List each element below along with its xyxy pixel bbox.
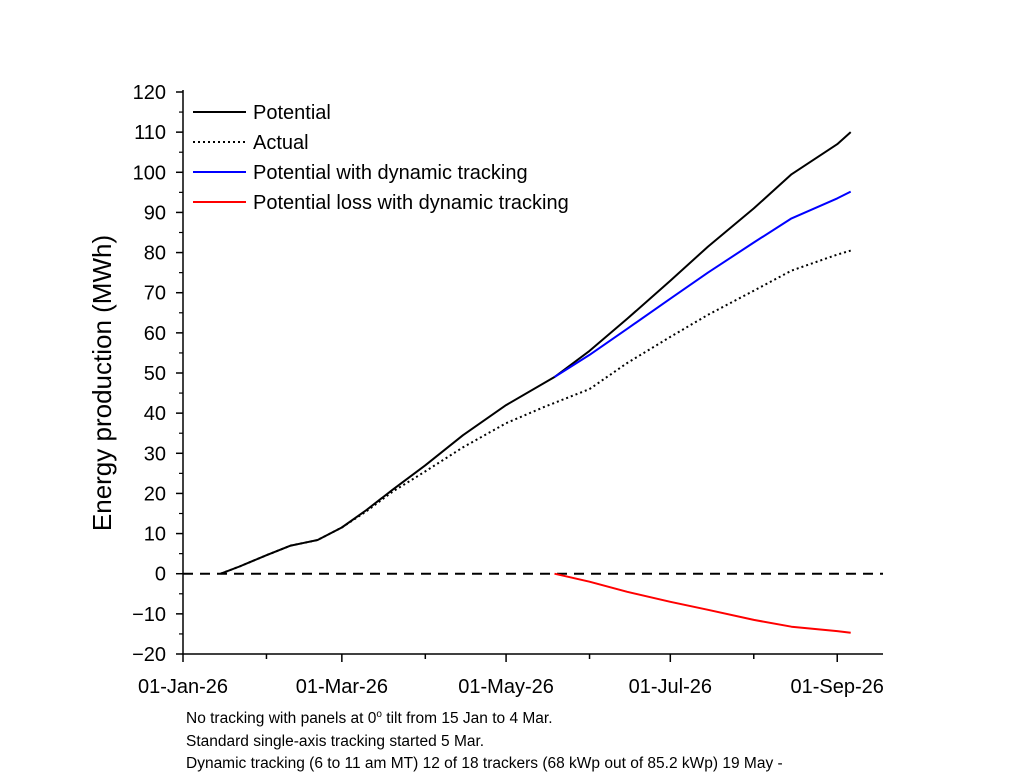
energy-production-chart: 01-Jan-26 01-Mar-26 01-May-26 01-Jul-26 01-S… [87,82,884,698]
y-tick-label: −20 [132,644,166,666]
axes [182,90,883,655]
x-axis-ticks: 01-Jan-26 01-Mar-26 01-May-26 01-Jul-26 01-S… [138,654,884,698]
y-tick-label: 60 [144,323,166,345]
series-lines [220,131,852,634]
degree-superscript: o [376,709,382,720]
note-single-axis: Standard single-axis tracking started 5 … [186,732,485,750]
note-no-tracking-suffix: tilt from 15 Jan to 4 Mar. [381,710,553,728]
y-tick-label: 0 [155,564,166,586]
note-dynamic-tracking: Dynamic tracking (6 to 11 am MT) 12 of 1… [186,755,783,773]
x-tick-label: 01-Jan-26 [138,676,228,698]
y-tick-label: 120 [133,82,166,104]
legend-label: Potential with dynamic tracking [253,162,528,184]
series-line-2 [220,249,851,575]
x-tick-label: 01-Sep-26 [791,676,884,698]
legend-label: Actual [253,132,309,154]
y-tick-label: 70 [144,283,166,305]
y-tick-label: 50 [144,363,166,385]
y-axis-ticks: −20 −10 0 10 20 30 40 50 60 70 80 90 100 110 120 [132,82,183,666]
x-tick-label: 01-Mar-26 [296,676,388,698]
y-tick-label: 30 [144,443,166,465]
note-no-tracking: No tracking with panels at 0o tilt from … [186,704,783,731]
series-line-4 [554,572,851,634]
y-tick-label: 80 [144,243,166,265]
legend-label: Potential loss with dynamic tracking [253,192,569,214]
y-tick-label: 10 [144,524,166,546]
y-tick-label: −10 [132,604,166,626]
y-tick-label: 90 [144,202,166,224]
chart-notes: No tracking with panels at 0o tilt from … [186,704,783,776]
series-line-3 [553,190,852,378]
y-tick-label: 110 [134,122,166,144]
legend: Potential Actual Potential with dynamic tr… [193,102,569,214]
x-tick-label: 01-May-26 [458,676,554,698]
legend-label: Potential [253,102,331,124]
x-tick-label: 01-Jul-26 [629,676,712,698]
y-tick-label: 20 [144,483,166,505]
y-axis-label: Energy production (MWh) [87,235,117,531]
note-no-tracking-prefix: No tracking with panels at 0 [186,710,377,728]
y-tick-label: 100 [133,162,166,184]
y-tick-label: 40 [144,403,166,425]
